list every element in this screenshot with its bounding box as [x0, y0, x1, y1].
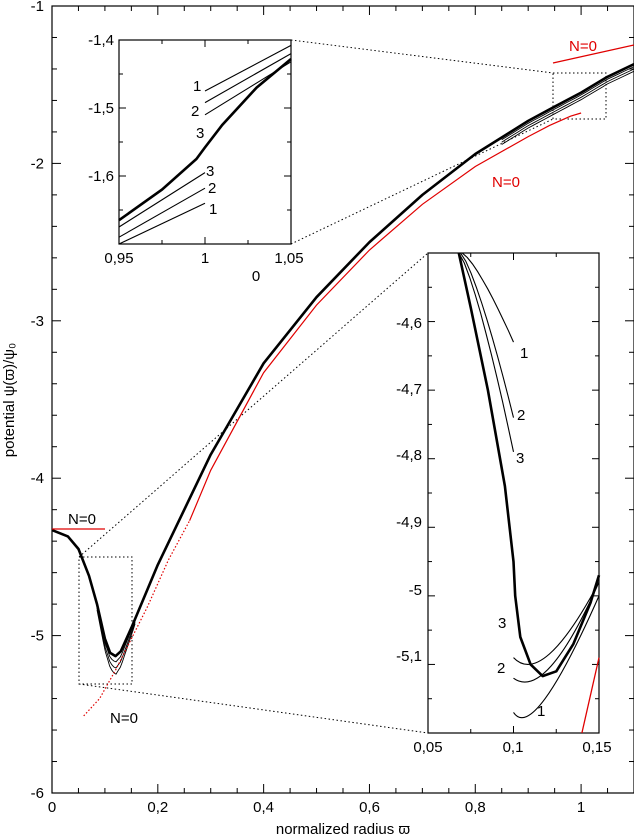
main-xtick-label: 0,2 — [147, 799, 168, 816]
main-xtick-label: 0,8 — [465, 799, 486, 816]
main-xtick-label: 0,4 — [253, 799, 274, 816]
inset-top-thin-curve — [204, 61, 292, 116]
main-ytick-label: -6 — [31, 785, 44, 802]
inset-bottom-frame — [427, 252, 600, 734]
inset-bottom-ytick-label: -4,6 — [396, 315, 422, 332]
inset-top-main-curve — [118, 58, 292, 222]
inset-bottom-main-curve — [457, 252, 601, 678]
inset-bottom-ytick-label: -4,8 — [396, 447, 422, 464]
inset-bottom-thin-curve — [513, 581, 600, 683]
inset-top-thin-curve — [204, 53, 292, 104]
inset-top-ytick-label: -1,4 — [88, 32, 114, 49]
inset-top-thin-curve — [118, 172, 206, 228]
inset-top-xtick-label: 0,95 — [104, 250, 133, 267]
connector-top-1 — [290, 39, 554, 74]
inset-bottom-ytick-label: -5,1 — [396, 648, 422, 665]
inset-bottom-n0-curve — [581, 657, 600, 734]
main-neighbour-curve — [96, 607, 136, 669]
y-axis-label: potential ψ(ϖ)/ψ₀ — [1, 343, 18, 457]
main-curves — [51, 63, 634, 717]
inset-bottom-curve-label: 2 — [497, 660, 505, 677]
inset-bottom-thin-curve — [458, 252, 515, 453]
inset-top-ytick-label: -1,6 — [88, 168, 114, 185]
main-ytick-label: -2 — [31, 155, 44, 172]
connector-top-2 — [290, 118, 554, 245]
inset-top-xtick-label: 1 — [201, 250, 209, 267]
inset-bottom-thin-curve — [513, 595, 600, 719]
inset-bottom-ticks — [427, 252, 600, 734]
n0-label-middle: N=0 — [492, 174, 520, 191]
inset-bottom-ytick-label: -5 — [409, 582, 422, 599]
main-ytick-label: -4 — [31, 470, 44, 487]
inset-top-curve-label: 2 — [191, 103, 199, 120]
zoom-box-top — [552, 72, 607, 120]
inset-top-curve-label: 3 — [206, 163, 214, 180]
inset-top-thin-curve — [118, 187, 206, 238]
inset-top-xtick-label: 1,05 — [274, 250, 303, 267]
n0-label-topright: N=0 — [569, 38, 597, 55]
inset-top-curve-label: 2 — [208, 180, 216, 197]
main-neighbour-curve — [501, 66, 634, 141]
inset-bottom-curve-label: 2 — [517, 407, 525, 424]
inset-top-ytick-label: -1,5 — [88, 100, 114, 117]
inset-top-thin-curve — [204, 44, 292, 92]
inset-top-thin-curve — [118, 202, 206, 245]
inset-top-extra-label: 0 — [252, 268, 260, 285]
inset-bottom-curve-label: 3 — [516, 450, 524, 467]
n0-curve — [189, 112, 582, 521]
inset-top-curve-label: 1 — [193, 78, 201, 95]
n0-label-left: N=0 — [68, 511, 96, 528]
inset-top-frame — [118, 39, 292, 245]
main-xtick-label: 0 — [48, 799, 56, 816]
zoom-box-bottom — [78, 556, 133, 685]
n0-label-bottom: N=0 — [110, 710, 138, 727]
inset-bottom-curve-label: 1 — [520, 345, 528, 362]
inset-bottom-thin-curve — [460, 252, 515, 418]
main-ticks — [51, 5, 634, 794]
zoom-connectors — [78, 39, 607, 734]
main-xtick-label: 1 — [577, 799, 585, 816]
inset-bottom-xtick-label: 0,05 — [413, 739, 442, 756]
connector-bottom-1 — [78, 252, 429, 558]
inset-bottom-curve-label: 1 — [537, 703, 545, 720]
main-neighbour-curve — [501, 68, 634, 143]
main-ytick-label: -1 — [31, 0, 44, 15]
main-ytick-label: -3 — [31, 313, 44, 330]
n0-segment-topright — [552, 44, 634, 64]
x-axis-label: normalized radius ϖ — [276, 821, 411, 838]
inset-top-curves — [118, 44, 292, 245]
connector-bottom-2 — [78, 683, 429, 734]
main-ytick-label: -5 — [31, 628, 44, 645]
n0-curve — [83, 520, 191, 717]
inset-bottom-ytick-label: -4,7 — [396, 381, 422, 398]
inset-top-curve-label: 3 — [196, 125, 204, 142]
inset-bottom-thin-curve — [513, 581, 600, 665]
inset-top-ticks — [118, 39, 292, 245]
inset-top-curve-label: 1 — [209, 201, 217, 218]
main-neighbour-curve — [96, 609, 136, 675]
inset-bottom-thin-curve — [461, 252, 515, 343]
main-xtick-label: 0,6 — [359, 799, 380, 816]
main-curve — [51, 63, 634, 658]
inset-bottom-curves — [457, 252, 601, 734]
inset-bottom-xtick-label: 0,15 — [582, 739, 611, 756]
inset-bottom-xtick-label: 0,1 — [503, 739, 524, 756]
inset-bottom-ytick-label: -4,9 — [396, 514, 422, 531]
inset-bottom-curve-label: 3 — [498, 615, 506, 632]
main-neighbour-curve — [501, 70, 634, 145]
